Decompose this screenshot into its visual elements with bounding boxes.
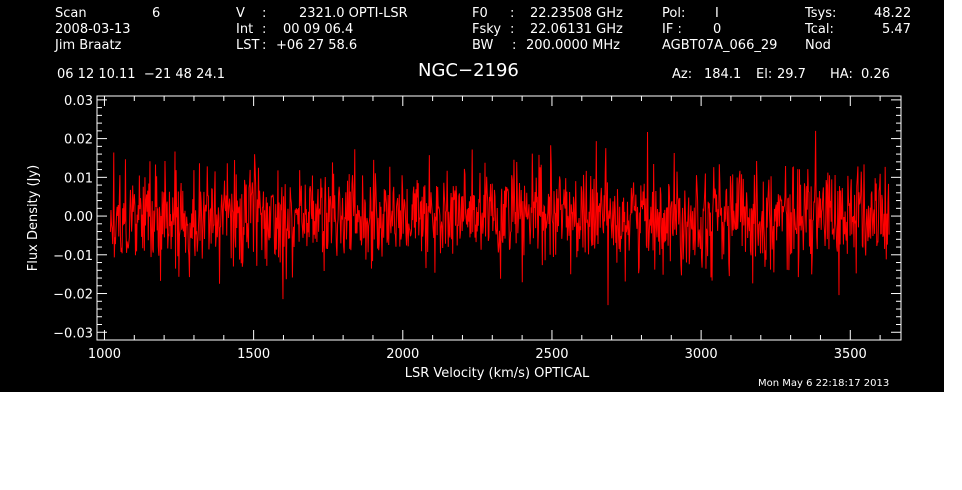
y-tick-label: −0.02 bbox=[53, 288, 93, 303]
scan-label: Scan bbox=[55, 6, 87, 21]
fsky-row: Fsky:22.06131 GHz bbox=[472, 22, 623, 37]
lst-label: LST bbox=[236, 38, 260, 53]
x-tick-label: 3000 bbox=[685, 347, 718, 362]
velocity-row: V:2321.0 OPTI-LSR bbox=[236, 6, 408, 21]
x-axis-label: LSR Velocity (km/s) OPTICAL bbox=[405, 366, 590, 381]
lst-row: LST: +06 27 58.6 bbox=[236, 38, 358, 53]
ha-label: HA: bbox=[830, 67, 853, 82]
el-value: 29.7 bbox=[777, 67, 806, 82]
plot-frame bbox=[96, 95, 902, 341]
scan-row: Scan 6 bbox=[55, 6, 160, 21]
x-tick-label: 2500 bbox=[535, 347, 568, 362]
y-tick-label: 0.00 bbox=[64, 210, 93, 225]
source-coords: 06 12 10.11 −21 48 24.1 bbox=[57, 67, 226, 82]
tcal-value: 5.47 bbox=[882, 22, 911, 37]
pol-row: Pol: I bbox=[662, 6, 719, 21]
x-tick-label: 1000 bbox=[88, 347, 121, 362]
bw-row: BW:200.0000 MHz bbox=[472, 38, 620, 53]
y-tick-label: 0.02 bbox=[64, 133, 93, 148]
obs-date: 2008-03-13 bbox=[55, 22, 131, 37]
spectrum-line bbox=[109, 130, 890, 306]
pol-label: Pol: bbox=[662, 6, 686, 21]
if-row: IF : 0 bbox=[662, 22, 721, 37]
lst-value: +06 27 58.6 bbox=[276, 38, 358, 53]
bw-value: 200.0000 MHz bbox=[526, 38, 620, 53]
tsys-label: Tsys: bbox=[805, 6, 837, 21]
f0-label: F0 bbox=[472, 6, 488, 21]
obs-mode: Nod bbox=[805, 38, 831, 53]
az-value: 184.1 bbox=[704, 67, 742, 82]
spectrum-chart: 1000 1500 2000 2500 3000 3500 −0.03 −0.02 −0.01 0… bbox=[26, 94, 902, 381]
bw-label: BW bbox=[472, 38, 494, 53]
if-label: IF : bbox=[662, 22, 682, 37]
tsys-row: Tsys: 48.22 bbox=[805, 6, 911, 21]
x-tick-label: 3500 bbox=[834, 347, 867, 362]
y-axis-label: Flux Density (Jy) bbox=[26, 165, 41, 271]
y-tick-label: 0.01 bbox=[64, 171, 93, 186]
y-tick-label: 0.03 bbox=[64, 94, 93, 109]
plot-window: Scan 6 2008-03-13 Jim Braatz V:2321.0 OPT… bbox=[0, 0, 944, 392]
y-tick-label: −0.03 bbox=[53, 326, 93, 341]
spectrum-series-group bbox=[109, 130, 890, 306]
observer: Jim Braatz bbox=[55, 38, 122, 53]
velocity-label: V bbox=[236, 6, 245, 21]
timestamp: Mon May 6 22:18:17 2013 bbox=[758, 378, 890, 389]
y-tick-label: −0.01 bbox=[53, 249, 93, 264]
x-tick-label: 2000 bbox=[386, 347, 419, 362]
ha-value: 0.26 bbox=[861, 67, 890, 82]
f0-row: F0:22.23508 GHz bbox=[472, 6, 623, 21]
fsky-value: 22.06131 GHz bbox=[530, 22, 623, 37]
tcal-row: Tcal: 5.47 bbox=[805, 22, 911, 37]
pointing-row: Az: 184.1 El: 29.7 HA: 0.26 bbox=[672, 67, 890, 82]
int-row: Int:00 09 06.4 bbox=[236, 22, 354, 37]
project-id: AGBT07A_066_29 bbox=[662, 38, 778, 53]
pol-value: I bbox=[715, 6, 719, 21]
x-tick-label: 1500 bbox=[237, 347, 270, 362]
int-label: Int bbox=[236, 22, 254, 37]
if-value: 0 bbox=[713, 22, 722, 37]
scan-value: 6 bbox=[152, 6, 161, 21]
az-label: Az: bbox=[672, 67, 693, 82]
velocity-value: 2321.0 OPTI-LSR bbox=[299, 6, 408, 21]
el-label: El: bbox=[756, 67, 773, 82]
page-title: NGC−2196 bbox=[418, 60, 519, 81]
fsky-label: Fsky bbox=[472, 22, 502, 37]
tsys-value: 48.22 bbox=[874, 6, 912, 21]
int-value: 00 09 06.4 bbox=[283, 22, 354, 37]
axis-ticks: 1000 1500 2000 2500 3000 3500 −0.03 −0.02 −0.01 0… bbox=[53, 94, 901, 362]
f0-value: 22.23508 GHz bbox=[530, 6, 623, 21]
tcal-label: Tcal: bbox=[805, 22, 834, 37]
